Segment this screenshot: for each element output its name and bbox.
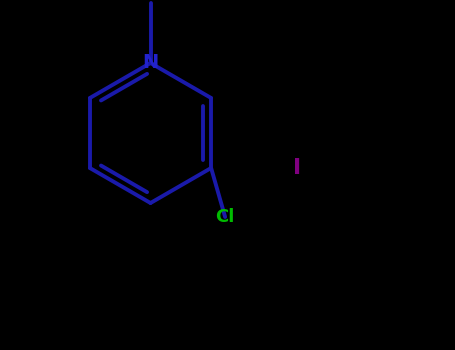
Text: Cl: Cl [215,208,235,226]
Text: I: I [293,158,302,178]
Text: N: N [142,54,159,72]
